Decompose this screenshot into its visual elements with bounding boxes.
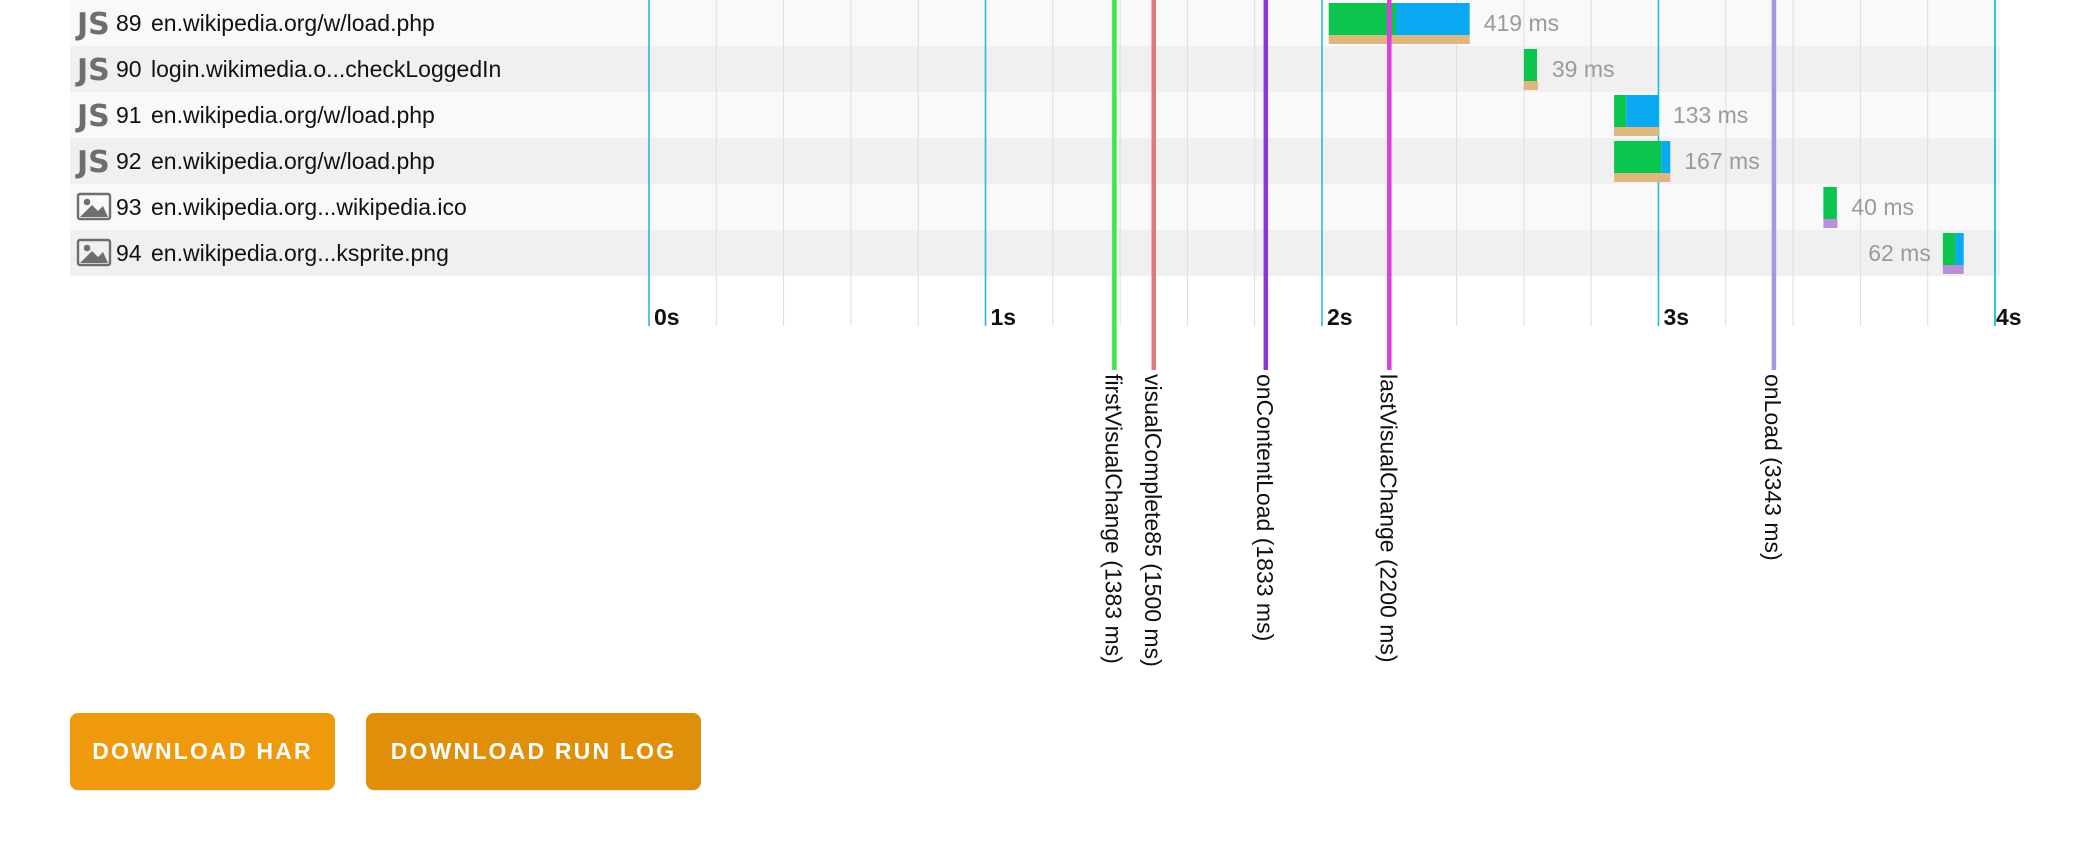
event-marks: firstVisualChange (1383 ms) visualComplet…	[1100, 0, 1786, 667]
receive-bar	[1955, 233, 1964, 265]
download-run-log-button[interactable]: DOWNLOAD RUN LOG	[366, 713, 701, 790]
tick-label: 3s	[1664, 304, 1690, 330]
wait-bar	[1523, 49, 1538, 81]
axis-tick-labels: 0s 1s 2s 3s 4s	[654, 304, 2022, 330]
wait-bar	[1942, 233, 1956, 265]
duration-label: 39 ms	[1552, 56, 1615, 82]
request-row-89: JS 89 en.wikipedia.org/w/load.php 419 ms	[75, 3, 1559, 44]
table-row	[70, 0, 2000, 46]
event-mark-label: onContentLoad (1833 ms)	[1252, 374, 1278, 641]
request-url: en.wikipedia.org/w/load.php	[151, 148, 435, 174]
tick-label: 0s	[654, 304, 680, 330]
grid-lines	[648, 0, 1996, 326]
request-id: 89	[116, 10, 142, 36]
image-icon	[76, 238, 112, 267]
blocked-bar	[1614, 127, 1659, 136]
request-row-94: 94 en.wikipedia.org...ksprite.png 62 ms	[76, 233, 1964, 274]
blocked-bar	[1523, 81, 1538, 90]
request-id: 93	[116, 194, 142, 220]
request-row-92: JS 92 en.wikipedia.org/w/load.php 167 ms	[75, 141, 1760, 182]
request-id: 92	[116, 148, 142, 174]
dns-bar	[1823, 219, 1838, 228]
table-row	[70, 230, 2000, 276]
request-id: 94	[116, 240, 142, 266]
event-mark-label: lastVisualChange (2200 ms)	[1375, 374, 1401, 663]
table-row	[70, 46, 2000, 92]
table-row	[70, 138, 2000, 184]
dns-bar	[1942, 265, 1964, 274]
request-row-91: JS 91 en.wikipedia.org/w/load.php 133 ms	[75, 95, 1748, 136]
blocked-bar	[1614, 173, 1671, 182]
js-icon: JS	[75, 53, 110, 88]
request-row-90: JS 90 login.wikimedia.o...checkLoggedIn 39 …	[75, 49, 1615, 90]
tick-label: 2s	[1327, 304, 1353, 330]
wait-bar	[1823, 187, 1837, 219]
js-icon: JS	[75, 99, 110, 134]
receive-bar	[1661, 141, 1671, 173]
wait-bar	[1614, 95, 1627, 127]
request-row-93: 93 en.wikipedia.org...wikipedia.ico 40 ms	[76, 187, 1914, 228]
table-row	[70, 184, 2000, 230]
request-url: en.wikipedia.org/w/load.php	[151, 10, 435, 36]
tick-label: 4s	[1996, 304, 2022, 330]
wait-bar	[1614, 141, 1662, 173]
request-url: en.wikipedia.org/w/load.php	[151, 102, 435, 128]
blocked-bar	[1328, 35, 1470, 44]
event-mark-label: onLoad (3343 ms)	[1760, 374, 1786, 561]
duration-label: 40 ms	[1851, 194, 1914, 220]
duration-label: 133 ms	[1673, 102, 1748, 128]
request-rows	[70, 0, 2000, 276]
table-row	[70, 92, 2000, 138]
image-icon	[76, 192, 112, 221]
tick-label: 1s	[991, 304, 1017, 330]
event-mark-label: firstVisualChange (1383 ms)	[1100, 374, 1126, 664]
js-icon: JS	[75, 145, 110, 180]
receive-bar	[1396, 3, 1470, 35]
request-url: en.wikipedia.org...wikipedia.ico	[151, 194, 467, 220]
request-url: en.wikipedia.org...ksprite.png	[151, 240, 449, 266]
js-icon: JS	[75, 7, 110, 42]
duration-label: 62 ms	[1868, 240, 1931, 266]
request-id: 91	[116, 102, 142, 128]
receive-bar	[1626, 95, 1659, 127]
request-id: 90	[116, 56, 142, 82]
event-mark-label: visualComplete85 (1500 ms)	[1140, 374, 1166, 667]
request-url: login.wikimedia.o...checkLoggedIn	[151, 56, 501, 82]
download-har-button[interactable]: DOWNLOAD HAR	[70, 713, 335, 790]
wait-bar	[1328, 3, 1397, 35]
duration-label: 419 ms	[1484, 10, 1559, 36]
duration-label: 167 ms	[1684, 148, 1759, 174]
